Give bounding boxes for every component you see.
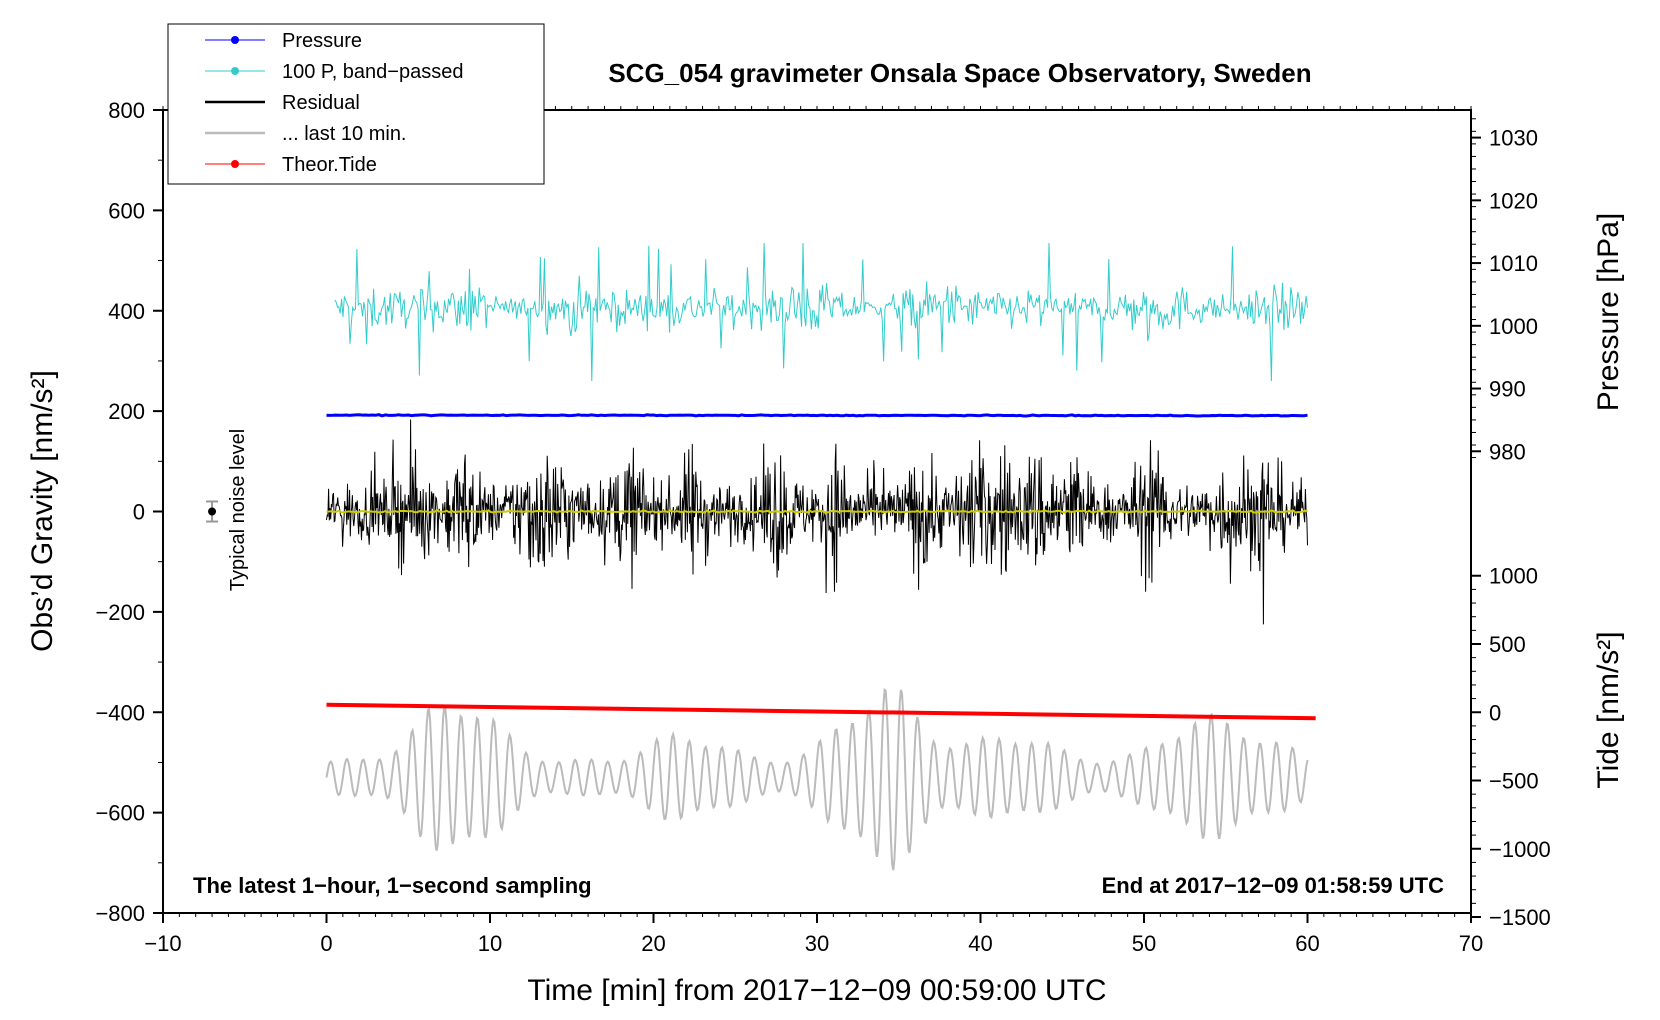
legend-marker <box>231 67 239 75</box>
y-tick-label: 800 <box>108 98 145 123</box>
y-tick-label: 400 <box>108 299 145 324</box>
x-tick-label: 50 <box>1132 931 1156 956</box>
legend-label: Pressure <box>282 30 362 52</box>
y-axis-title-pressure: Pressure [hPa] <box>1592 213 1625 411</box>
x-tick-label: 60 <box>1295 931 1319 956</box>
legend-box <box>167 23 545 185</box>
series-layer <box>206 242 1316 871</box>
tide-tick-label: −1000 <box>1489 837 1551 862</box>
y-tick-label: −400 <box>95 700 145 725</box>
legend-item: Residual <box>205 92 360 114</box>
legend-item: 100 P, band−passed <box>205 61 463 83</box>
series-residual <box>326 419 1308 625</box>
y-tick-label: −800 <box>95 901 145 926</box>
legend-marker <box>231 160 239 168</box>
tide-tick-label: −1500 <box>1489 905 1551 930</box>
series-bandpassed-pressure <box>334 242 1308 382</box>
axis-ticks: −10 0 10 20 30 40 50 60 70−800−600−400−200020040… <box>95 98 1550 956</box>
pressure-tick-label: 990 <box>1489 377 1526 402</box>
annotation-latest-hour: The latest 1−hour, 1−second sampling <box>193 873 592 898</box>
series-last-10-min <box>325 687 1309 871</box>
annotation-end-time: End at 2017−12−09 01:58:59 UTC <box>1102 873 1445 898</box>
y-axis-title-tide: Tide [nm/s²] <box>1592 631 1625 788</box>
noise-level-label: Typical noise level <box>227 429 249 591</box>
legend-label: ... last 10 min. <box>282 123 407 145</box>
pressure-tick-label: 980 <box>1489 439 1526 464</box>
series-theoretical-tide <box>326 702 1316 721</box>
tide-tick-label: −500 <box>1489 769 1539 794</box>
tide-tick-label: 0 <box>1489 700 1501 725</box>
y-tick-label: 0 <box>133 500 145 525</box>
x-tick-label: −10 <box>144 931 181 956</box>
y-tick-label: 600 <box>108 198 145 223</box>
pressure-tick-label: 1020 <box>1489 188 1538 213</box>
tide-tick-label: 500 <box>1489 632 1526 657</box>
x-tick-label: 40 <box>968 931 992 956</box>
legend-item: ... last 10 min. <box>205 123 407 145</box>
legend-label: Theor.Tide <box>282 154 377 176</box>
x-tick-label: 10 <box>478 931 502 956</box>
x-tick-label: 30 <box>805 931 829 956</box>
y-tick-label: −200 <box>95 600 145 625</box>
series-residual-smoothed <box>326 508 1308 514</box>
legend: Pressure 100 P, band−passed Residual ... la… <box>167 23 545 185</box>
series-pressure <box>326 413 1308 418</box>
legend-label: Residual <box>282 92 360 114</box>
pressure-tick-label: 1010 <box>1489 251 1538 276</box>
y-tick-label: 200 <box>108 399 145 424</box>
x-tick-label: 70 <box>1459 931 1483 956</box>
noise-marker <box>208 507 217 516</box>
x-tick-label: 20 <box>641 931 665 956</box>
chart-title: SCG_054 gravimeter Onsala Space Observat… <box>608 58 1311 88</box>
legend-item: Pressure <box>205 30 362 52</box>
tide-tick-label: 1000 <box>1489 564 1538 589</box>
x-axis-title: Time [min] from 2017−12−09 00:59:00 UTC <box>527 974 1106 1007</box>
y-axis-title-left: Obs’d Gravity [nm/s²] <box>26 370 59 652</box>
legend-label: 100 P, band−passed <box>282 61 463 83</box>
x-tick-label: 0 <box>320 931 332 956</box>
pressure-tick-label: 1000 <box>1489 314 1538 339</box>
pressure-tick-label: 1030 <box>1489 126 1538 151</box>
legend-marker <box>231 36 239 44</box>
y-tick-label: −600 <box>95 801 145 826</box>
legend-item: Theor.Tide <box>205 154 377 176</box>
